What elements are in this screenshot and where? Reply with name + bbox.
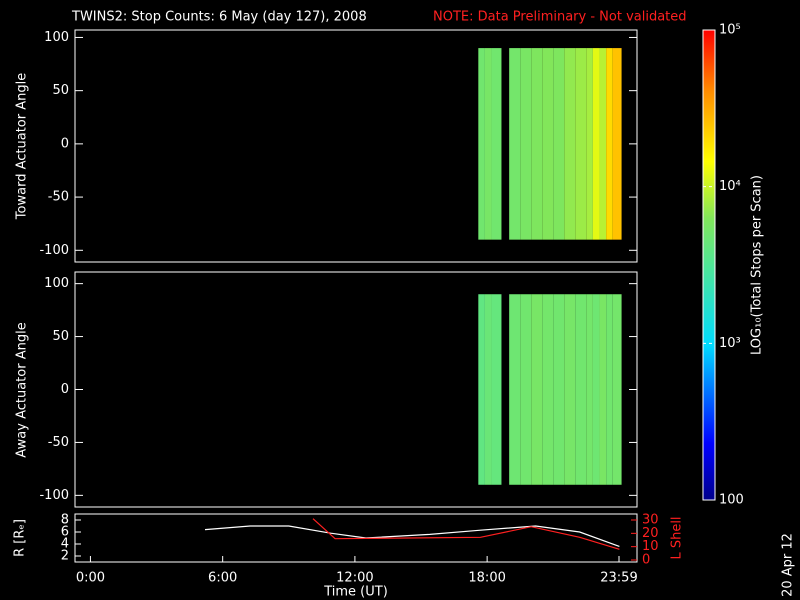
y-tick-label: 0 [61, 136, 69, 151]
heatmap-cell [509, 48, 521, 240]
x-tick-label: 23:59 [600, 571, 637, 586]
heatmap-cell [564, 294, 576, 485]
y2-tick-label: 20 [642, 526, 659, 541]
heatmap-cell [491, 294, 502, 485]
colorbar [702, 29, 716, 501]
plot-frame [74, 513, 638, 563]
y-tick-label: -100 [39, 488, 69, 503]
y-axis-label: Toward Actuator Angle [15, 73, 30, 220]
series-line [312, 518, 620, 550]
note: NOTE: Data Preliminary - Not validated [433, 10, 687, 25]
y-tick-label: -50 [48, 435, 69, 450]
y-tick-label: -50 [48, 190, 69, 205]
colorbar-tick-label: 10³ [719, 336, 741, 351]
heatmap-cell [606, 294, 613, 485]
colorbar-tick-label: 10⁴ [719, 179, 741, 194]
y-tick-label: 0 [61, 382, 69, 397]
y-axis-label: Away Actuator Angle [15, 322, 30, 457]
heatmap-cell [592, 48, 600, 240]
y2-tick-label: 0 [642, 553, 650, 568]
heatmap-cell [478, 294, 485, 485]
heatmap-cell [612, 294, 622, 485]
heatmap-cell [491, 48, 502, 240]
heatmap-cell [542, 294, 554, 485]
heatmap-cell [586, 48, 593, 240]
title: TWINS2: Stop Counts: 6 May (day 127), 20… [71, 10, 367, 25]
heatmap-cell [612, 48, 622, 240]
heatmap-cell [484, 294, 492, 485]
heatmap-cell [599, 48, 607, 240]
y-tick-label: 100 [44, 30, 69, 45]
heatmap-cell [520, 294, 532, 485]
heatmap-cell [509, 294, 521, 485]
x-axis-label: Time (UT) [323, 585, 388, 600]
series-line [204, 525, 620, 547]
heatmap-cell [564, 48, 576, 240]
y-tick-label: 8 [61, 513, 69, 528]
y-axis-label: R [Rₑ] [13, 519, 28, 557]
side-note: 20 Apr 12 [781, 533, 796, 597]
heatmap-cell [586, 294, 593, 485]
y-tick-label: -100 [39, 243, 69, 258]
x-tick-label: 6:00 [208, 571, 237, 586]
heatmap-cell [553, 48, 565, 240]
y-tick-label: 4 [61, 537, 69, 552]
heatmap-cell [592, 294, 600, 485]
y-tick-label: 50 [52, 83, 69, 98]
y-tick-label: 6 [61, 525, 69, 540]
heatmap-cell [575, 294, 587, 485]
heatmap-cell [520, 48, 532, 240]
y2-axis-label: L Shell [670, 516, 685, 559]
x-tick-label: 0:00 [76, 571, 105, 586]
x-tick-label: 18:00 [468, 571, 505, 586]
heatmap-cell [478, 48, 485, 240]
y2-tick-label: 10 [642, 539, 659, 554]
heatmap-cell [575, 48, 587, 240]
y2-tick-label: 30 [642, 513, 659, 528]
heatmap-cell [542, 48, 554, 240]
heatmap-cell [553, 294, 565, 485]
heatmap-cell [531, 294, 543, 485]
colorbar-tick-label: 10⁵ [719, 23, 741, 38]
x-tick-label: 12:00 [336, 571, 373, 586]
heatmap-cell [599, 294, 607, 485]
heatmap-cell [606, 48, 613, 240]
y-tick-label: 2 [61, 549, 69, 564]
y-tick-label: 50 [52, 329, 69, 344]
y-tick-label: 100 [44, 276, 69, 291]
plot-frame [74, 29, 638, 263]
colorbar-tick-label: 100 [719, 493, 744, 508]
colorbar-label: LOG₁₀(Total Stops per Scan) [750, 175, 765, 355]
heatmap-cell [531, 48, 543, 240]
heatmap-cell [484, 48, 492, 240]
